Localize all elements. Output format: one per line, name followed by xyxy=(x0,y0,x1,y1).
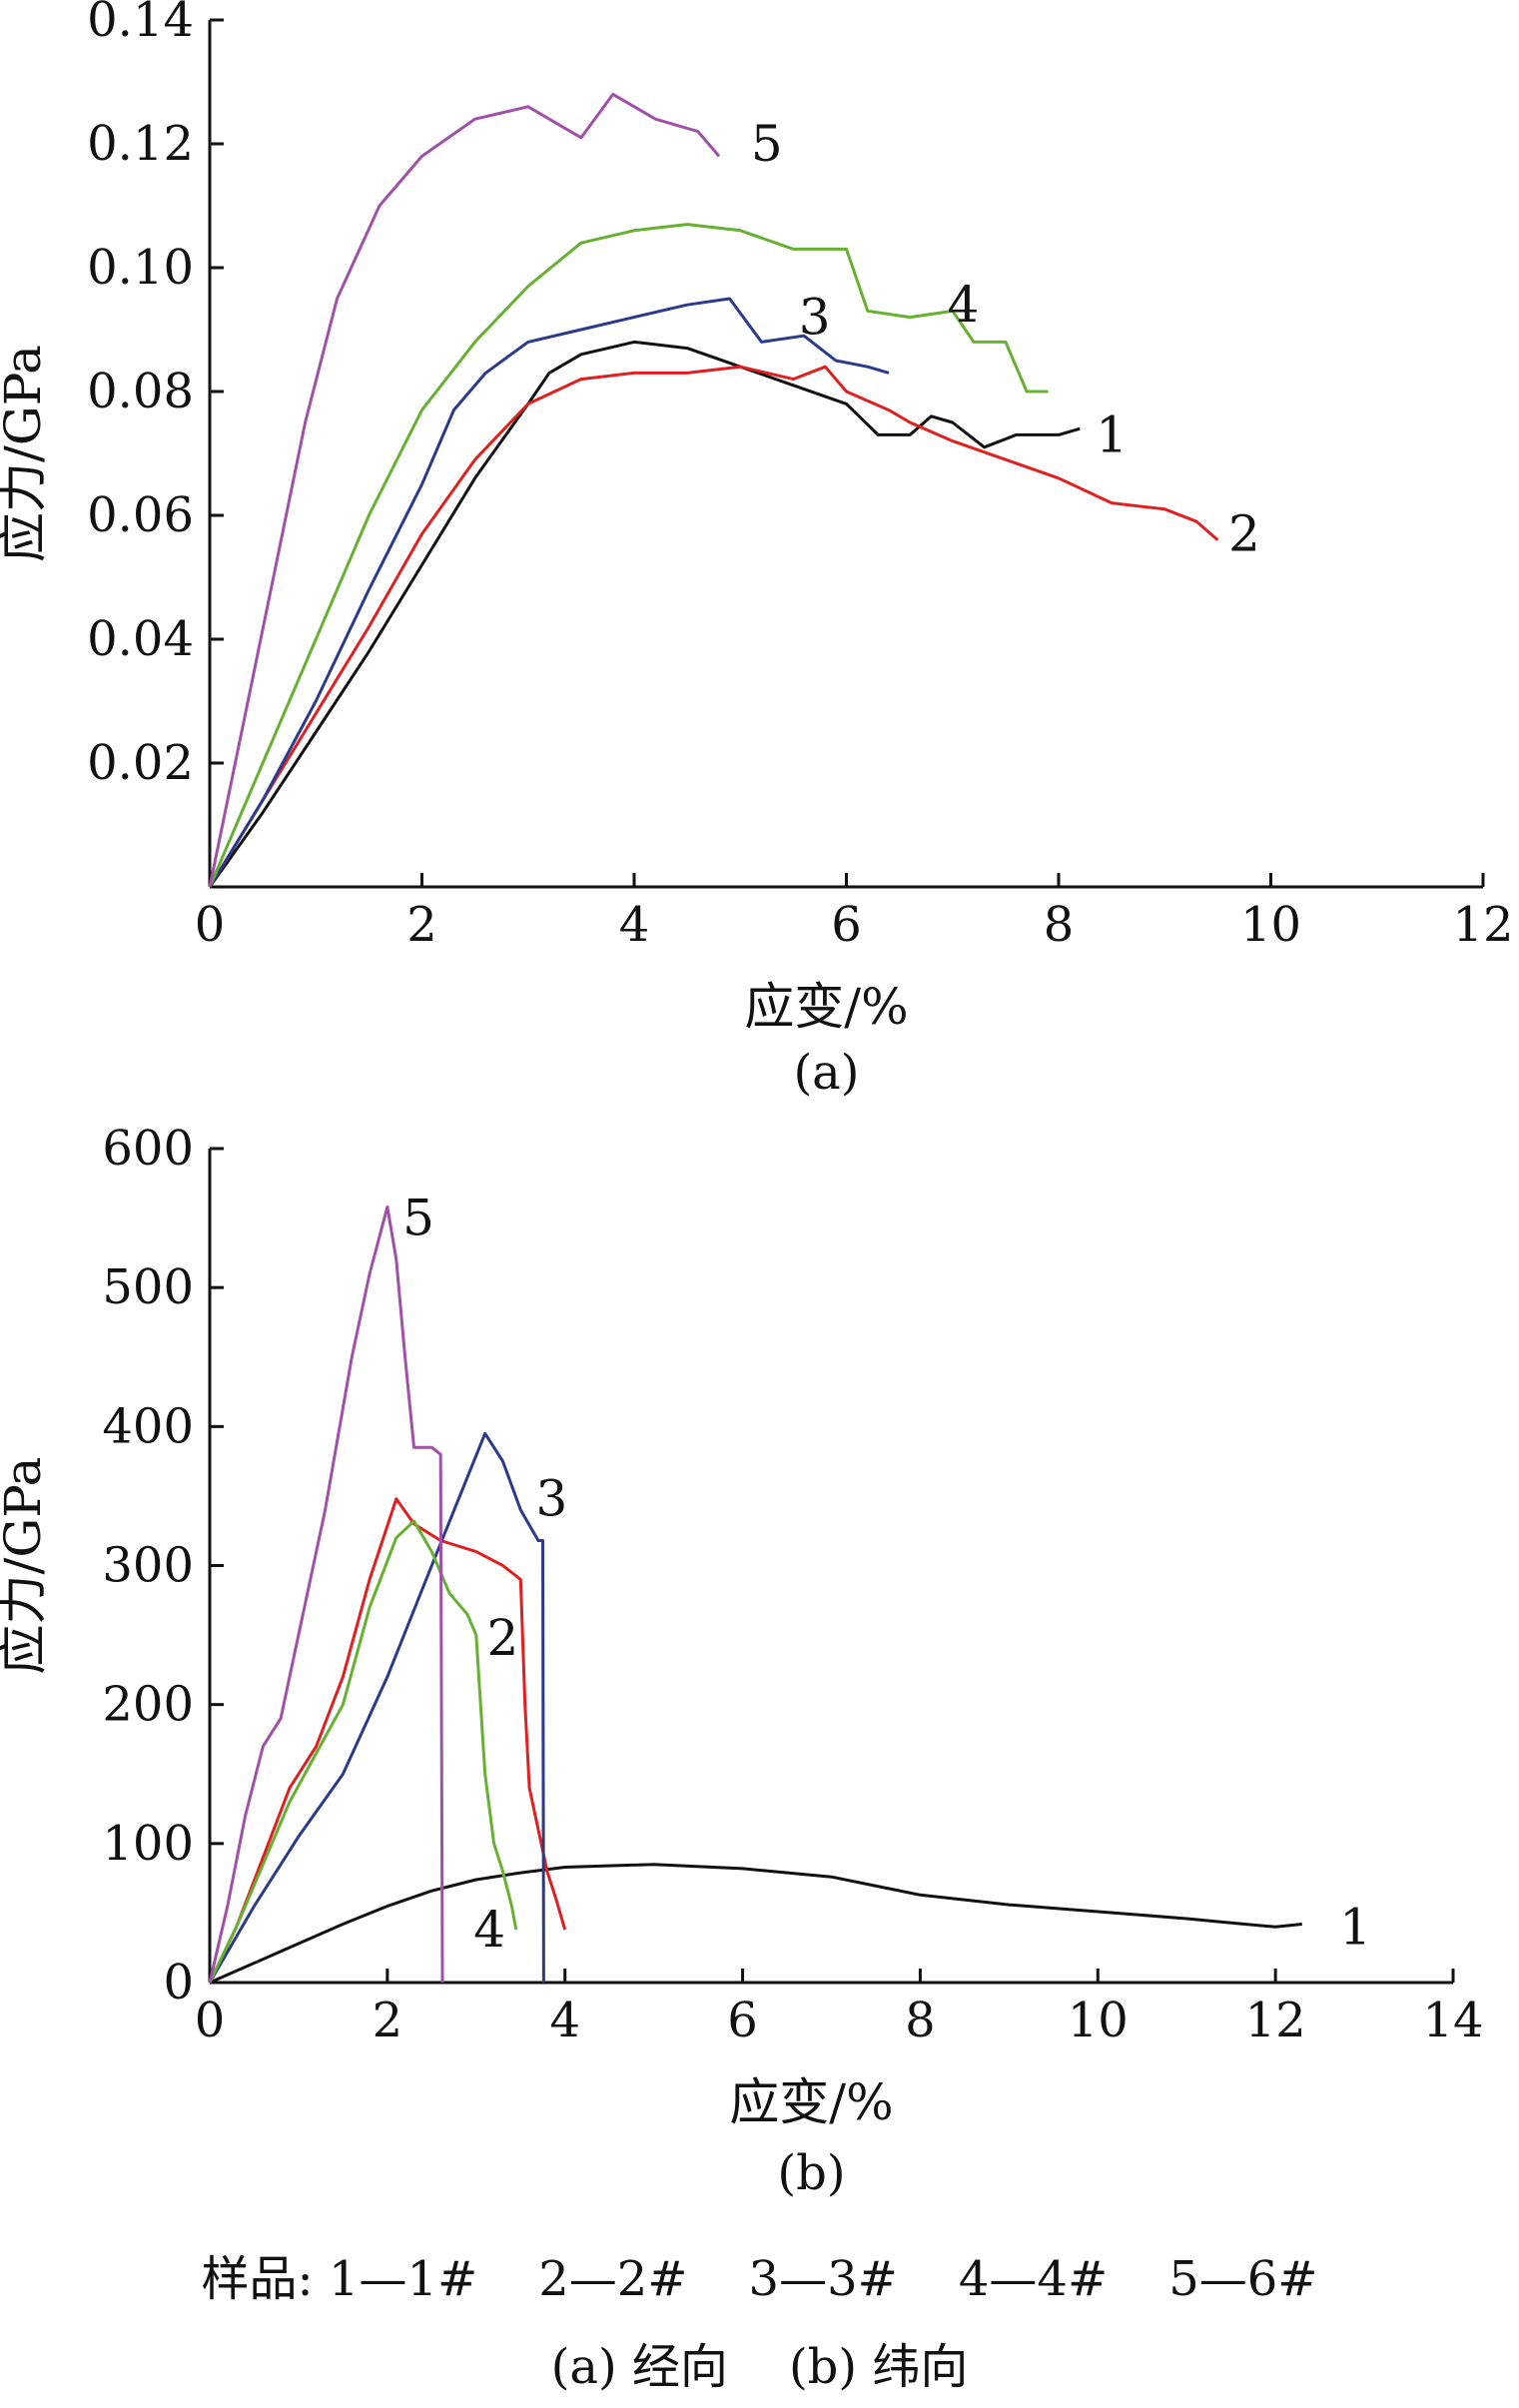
y-tick-label: 200 xyxy=(102,1677,194,1733)
x-tick-label: 4 xyxy=(619,897,650,953)
series-line-3 xyxy=(208,297,890,888)
sample-legend: 样品: 1—1# 2—2# 3—3# 4—4# 5—6# xyxy=(201,2251,1318,2307)
x-tick-label: 12 xyxy=(1452,897,1513,953)
series-label-4: 4 xyxy=(473,1901,505,1959)
panel-label: (b) xyxy=(777,2145,845,2201)
series-label-4: 4 xyxy=(947,276,979,334)
series-line-4 xyxy=(208,223,1049,888)
x-axis-title: 应变/% xyxy=(729,2073,893,2131)
x-tick-label: 10 xyxy=(1068,1993,1129,2048)
series-label-1: 1 xyxy=(1096,405,1128,463)
series-line-2 xyxy=(208,365,1219,888)
y-tick-label: 300 xyxy=(102,1538,194,1594)
x-tick-label: 6 xyxy=(831,897,862,953)
y-axis-title: 应力/GPa xyxy=(0,1457,52,1675)
y-tick-label: 0 xyxy=(163,1955,194,2010)
y-tick-label: 400 xyxy=(102,1398,194,1454)
x-tick-label: 2 xyxy=(373,1993,403,2048)
y-tick-label: 0.14 xyxy=(87,0,194,48)
series-line-1 xyxy=(208,340,1081,888)
y-tick-label: 500 xyxy=(102,1259,194,1315)
series-line-5 xyxy=(208,92,721,888)
series-label-2: 2 xyxy=(487,1609,519,1667)
x-tick-label: 6 xyxy=(727,1993,758,2048)
x-tick-label: 12 xyxy=(1245,1993,1306,2048)
series-label-2: 2 xyxy=(1228,505,1260,563)
x-tick-label: 8 xyxy=(1044,897,1075,953)
series-label-5: 5 xyxy=(402,1190,434,1247)
x-tick-label: 4 xyxy=(549,1993,580,2048)
figure-caption: (a) 经向 (b) 纬向 xyxy=(550,2339,969,2395)
series-line-5 xyxy=(208,1204,444,1984)
panel-a-chart: 0 2 4 6 8 10 120.020.040.060.080.100.120.14 应变… xyxy=(0,0,1514,1101)
y-tick-label: 100 xyxy=(102,1816,194,1872)
y-tick-label: 0.10 xyxy=(87,240,194,296)
x-axis-title: 应变/% xyxy=(744,978,908,1036)
y-tick-label: 0.04 xyxy=(87,611,194,667)
series-label-3: 3 xyxy=(535,1470,567,1528)
y-tick-label: 0.06 xyxy=(87,487,194,543)
series-line-1 xyxy=(209,1863,1302,1985)
x-tick-label: 2 xyxy=(406,897,437,953)
series-line-3 xyxy=(208,1431,545,1984)
x-tick-label: 14 xyxy=(1422,1993,1483,2048)
y-tick-label: 0.08 xyxy=(87,364,194,419)
y-tick-label: 600 xyxy=(102,1121,194,1177)
x-tick-label: 8 xyxy=(905,1993,936,2048)
series-label-3: 3 xyxy=(799,289,831,347)
panel-label: (a) xyxy=(793,1045,859,1101)
series-line-4 xyxy=(208,1519,518,1984)
y-tick-label: 0.02 xyxy=(87,735,194,791)
x-tick-label: 0 xyxy=(195,1993,226,2048)
series-label-5: 5 xyxy=(751,115,783,173)
y-tick-label: 0.12 xyxy=(87,116,194,172)
x-tick-label: 10 xyxy=(1240,897,1301,953)
y-axis-title: 应力/GPa xyxy=(0,345,52,562)
series-label-1: 1 xyxy=(1339,1898,1371,1956)
x-tick-label: 0 xyxy=(195,897,226,953)
